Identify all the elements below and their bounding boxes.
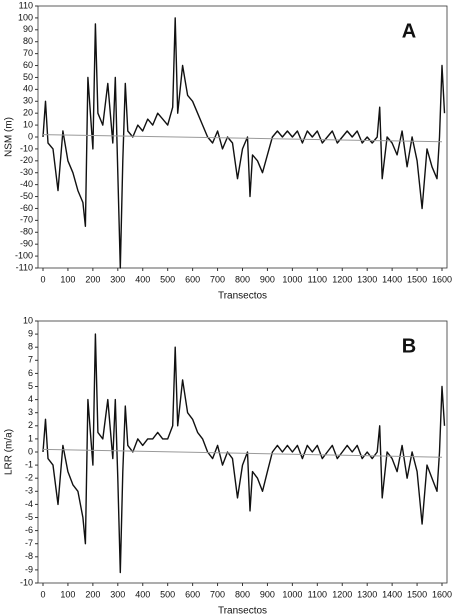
y-tick-label: -40 [20,179,33,189]
y-tick-label: -70 [20,215,33,225]
panel-letter: B [402,335,416,357]
y-tick-label: -2 [25,473,33,483]
y-tick-label: 6 [28,368,33,378]
x-tick-label: 1300 [357,274,377,284]
trend-line [42,448,443,458]
y-tick-label: -60 [20,203,33,213]
x-tick-label: 1000 [282,274,302,284]
plot-frame [37,5,448,269]
trend-line [42,134,443,143]
x-tick-label: 200 [85,589,100,599]
x-tick-label: 500 [160,589,175,599]
x-tick-label: 800 [235,589,250,599]
x-tick-label: 1300 [357,589,377,599]
y-tick-label: 70 [23,48,33,58]
x-tick-label: 1100 [308,274,327,284]
y-tick-label: 10 [23,119,33,129]
y-tick-label: -80 [20,227,33,237]
x-tick-label: 500 [160,274,175,284]
x-tick-label: 1500 [407,274,427,284]
y-tick-label: -7 [25,538,33,548]
y-tick-label: 50 [23,72,33,82]
x-tick-label: 700 [210,589,225,599]
y-tick-label: -10 [20,143,33,153]
plot-frame [37,320,448,584]
y-tick-label: -3 [25,486,33,496]
x-tick-label: 900 [260,589,275,599]
x-axis-title: Transectos [218,291,267,302]
x-tick-label: 400 [135,274,150,284]
panel-letter: A [402,20,416,42]
x-tick-label: 1000 [282,589,302,599]
x-tick-label: 800 [235,274,250,284]
y-tick-label: 9 [28,328,33,338]
y-tick-label: -9 [25,564,33,574]
y-tick-label: 1 [28,433,33,443]
x-tick-label: 1200 [332,274,352,284]
y-tick-label: -5 [25,512,33,522]
y-tick-label: 3 [28,407,33,417]
y-tick-label: -8 [25,551,33,561]
y-tick-label: 20 [23,108,33,118]
y-tick-label: -110 [16,262,33,272]
x-tick-label: 1600 [432,274,452,284]
y-tick-label: -4 [25,499,33,509]
y-tick-label: 80 [23,36,33,46]
x-tick-label: 100 [60,589,75,599]
y-tick-label: -20 [20,155,33,165]
y-tick-label: 0 [28,131,33,141]
y-tick-label: 0 [28,446,33,456]
y-tick-label: 8 [28,342,33,352]
x-tick-label: 100 [60,274,75,284]
y-tick-label: -10 [20,577,33,587]
y-tick-label: -1 [25,459,33,469]
x-tick-label: 1500 [407,589,427,599]
x-tick-label: 1400 [382,274,402,284]
data-line [42,17,446,269]
x-tick-label: 200 [85,274,100,284]
y-tick-label: -30 [20,167,33,177]
y-tick-label: 7 [28,355,33,365]
x-tick-label: 0 [40,589,45,599]
y-tick-label: -6 [25,525,33,535]
data-line [42,333,446,574]
x-tick-label: 300 [110,274,125,284]
y-tick-label: 5 [28,381,33,391]
x-tick-label: 300 [110,589,125,599]
x-tick-label: 1600 [432,589,452,599]
x-tick-label: 900 [260,274,275,284]
y-tick-label: -50 [20,191,33,201]
x-tick-label: 1200 [332,589,352,599]
y-axis-title: LRR (m/a) [4,429,15,475]
x-tick-label: 600 [185,274,200,284]
y-tick-label: 40 [23,84,33,94]
x-tick-label: 700 [210,274,225,284]
y-tick-label: 60 [23,60,33,70]
x-tick-label: 400 [135,589,150,599]
x-tick-label: 1100 [308,589,327,599]
y-tick-label: 100 [18,12,33,22]
x-axis-title: Transectos [218,606,267,616]
y-tick-label: -90 [20,239,33,249]
y-axis-title: NSM (m) [4,117,15,157]
y-tick-label: 10 [23,315,33,325]
y-tick-label: 4 [28,394,33,404]
y-tick-label: 30 [23,96,33,106]
y-tick-label: 90 [23,24,33,34]
y-tick-label: 2 [28,420,33,430]
y-tick-label: -100 [15,250,33,260]
x-tick-label: 0 [40,274,45,284]
x-tick-label: 600 [185,589,200,599]
x-tick-label: 1400 [382,589,402,599]
y-tick-label: 110 [19,0,33,10]
